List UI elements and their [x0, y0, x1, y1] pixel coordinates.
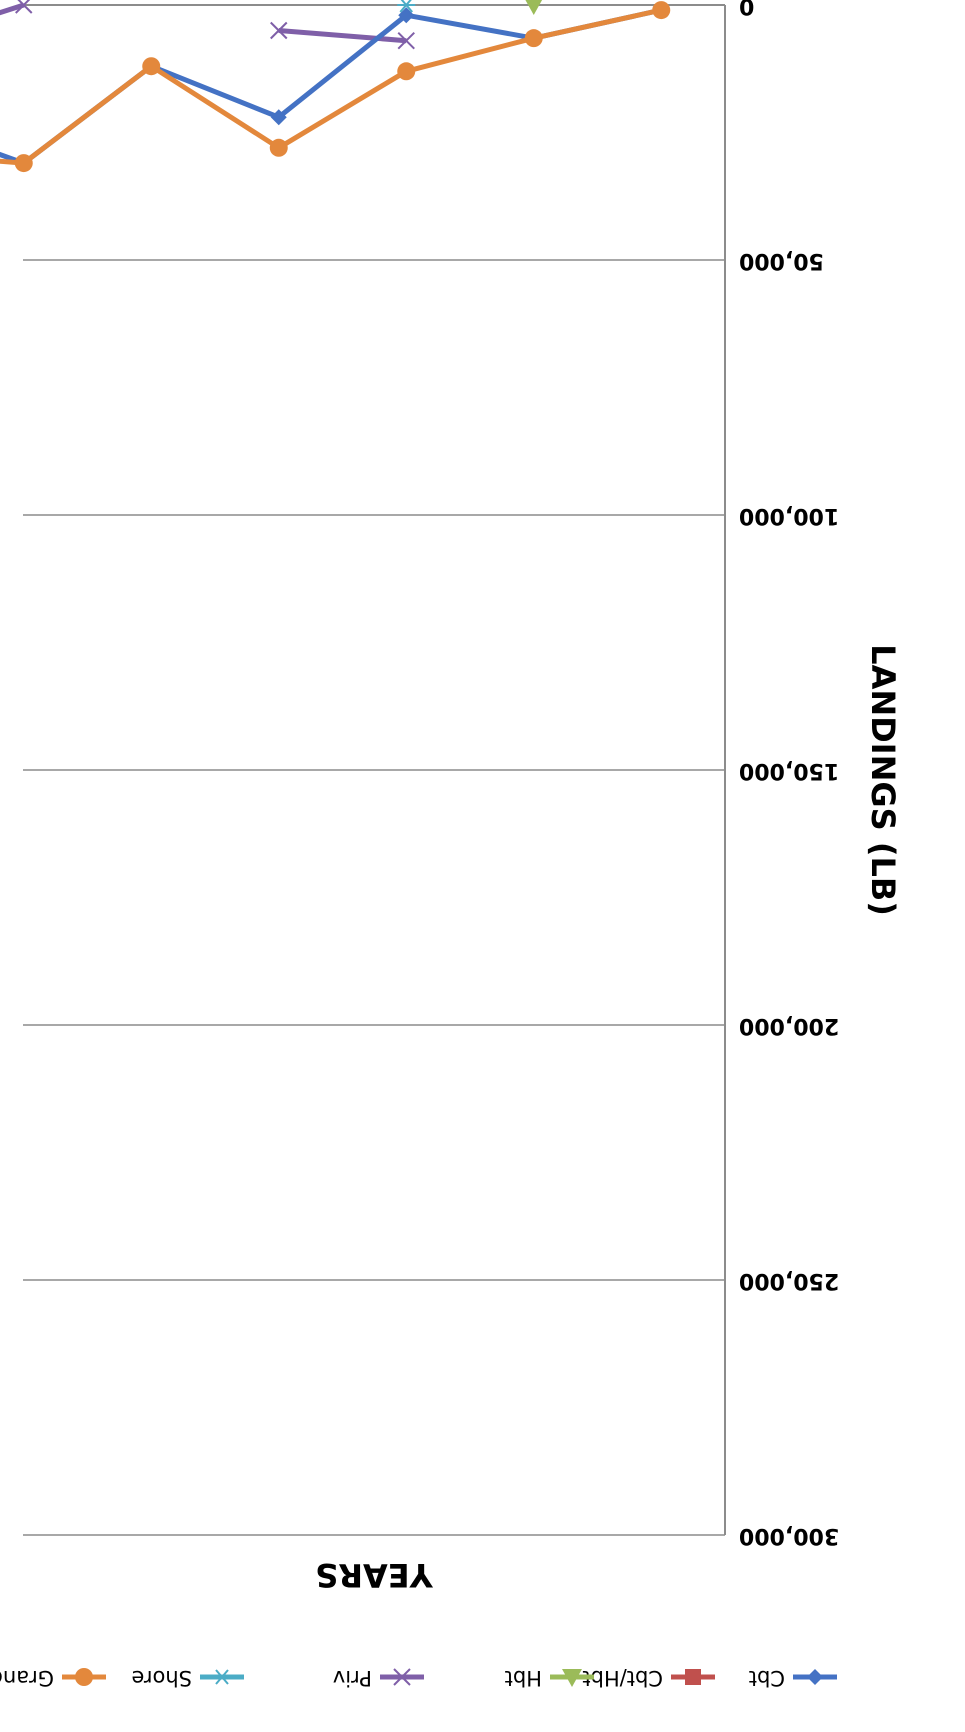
y-tick-label: 300,000: [739, 1523, 839, 1548]
y-tick-label: 250,000: [739, 1268, 839, 1293]
legend-item-hbt: Hbt: [505, 1666, 594, 1690]
data-point-grand-total: [397, 62, 416, 81]
series-line-priv: [278, 28, 407, 44]
y-tick-label: 200,000: [739, 1013, 839, 1038]
legend-item-cbt: Cbt: [749, 1666, 837, 1690]
legend-item-cbt-hbt: Cbt/Hbt: [582, 1666, 715, 1690]
data-point-grand-total: [524, 29, 543, 48]
legend-label-hbt: Hbt: [505, 1666, 542, 1690]
legend-label-cbt-hbt: Cbt/Hbt: [582, 1666, 663, 1690]
legend-marker-grand-total: [75, 1668, 93, 1686]
y-tick-label: 0: [739, 0, 754, 18]
series-priv: [0, 0, 415, 50]
data-point-grand-total: [142, 57, 161, 76]
data-point-priv: [397, 31, 415, 50]
series-line-priv: [0, 2, 25, 16]
data-point-cbt: [270, 109, 287, 126]
legend-marker-shore: [213, 1669, 231, 1685]
data-point-hbt: [525, 0, 543, 15]
data-point-priv: [270, 21, 288, 40]
y-tick-label: 100,000: [739, 503, 839, 528]
series-line-cbt: [0, 7, 662, 166]
gridlines: [23, 259, 725, 1536]
chart-rotated-group: 0 50,000 100,000 150,000 200,000 250,000 300,0…: [0, 0, 902, 1690]
legend-item-priv: Priv: [333, 1666, 424, 1690]
legend-marker-cbt-hbt: [685, 1669, 701, 1685]
legend: Cbt Cbt/Hbt Hbt Priv Shore Grand Total: [0, 1666, 837, 1690]
y-tick-label: 150,000: [739, 758, 839, 783]
series-layer: [0, 0, 671, 173]
legend-label-priv: Priv: [333, 1666, 372, 1690]
data-point-grand-total: [269, 138, 288, 157]
legend-marker-cbt: [807, 1669, 823, 1685]
y-axis-title: LANDINGS (LB): [864, 644, 902, 916]
series-shore: [397, 0, 416, 13]
legend-item-grand-total: Grand Total: [0, 1666, 106, 1690]
legend-marker-hbt: [562, 1669, 582, 1687]
x-axis-title: YEARS: [315, 1556, 433, 1594]
y-tick-label: 50,000: [739, 248, 824, 273]
legend-label-shore: Shore: [131, 1666, 192, 1690]
legend-marker-priv: [393, 1668, 411, 1686]
data-point-shore: [397, 0, 416, 13]
series-cbt: [0, 2, 670, 172]
data-point-priv: [15, 0, 33, 14]
legend-item-shore: Shore: [131, 1666, 244, 1690]
axes: [23, 4, 726, 1535]
tick-labels: 0 50,000 100,000 150,000 200,000 250,000 300,0…: [739, 0, 839, 1548]
data-point-grand-total: [652, 1, 671, 20]
legend-label-grand-total: Grand Total: [0, 1666, 54, 1690]
data-point-grand-total: [14, 154, 33, 173]
series-hbt: [525, 0, 543, 15]
series-line-grand-total: [0, 7, 662, 166]
legend-label-cbt: Cbt: [749, 1666, 785, 1690]
series-grand-total: [0, 1, 671, 173]
data-point-cbt: [398, 7, 415, 24]
